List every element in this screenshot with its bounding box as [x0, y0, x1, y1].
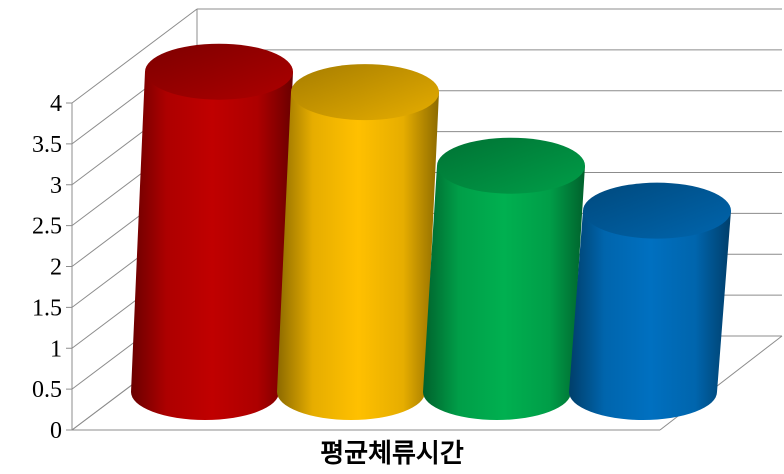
- bar-body: [423, 165, 585, 420]
- bar-body: [277, 92, 439, 420]
- bar-top: [145, 43, 293, 100]
- y-tick-label: 3.5: [32, 132, 62, 158]
- y-tick-label: 3: [50, 173, 62, 199]
- bar: [423, 137, 585, 420]
- y-tick-label: 2.5: [32, 214, 62, 240]
- bar-top: [291, 64, 439, 121]
- y-axis: 0 0.5 1 1.5 2 2.5 3 3.5 4: [32, 91, 73, 444]
- y-tick-label: 2: [50, 255, 62, 281]
- y-tick-label: 1.5: [32, 295, 62, 321]
- y-tick-label: 1: [50, 336, 62, 362]
- bar-top: [583, 182, 731, 239]
- bar-body: [569, 210, 731, 420]
- bar: [277, 64, 439, 420]
- bars: [131, 43, 731, 420]
- bar-body: [131, 71, 293, 420]
- bar: [131, 43, 293, 420]
- y-tick-label: 4: [50, 91, 62, 117]
- gridline: [71, 8, 782, 104]
- bar: [569, 182, 731, 420]
- y-tick-label: 0.5: [32, 377, 62, 403]
- bar-top: [437, 137, 585, 194]
- y-tick-label: 0: [50, 418, 62, 444]
- x-axis-title: 평균체류시간: [320, 439, 464, 469]
